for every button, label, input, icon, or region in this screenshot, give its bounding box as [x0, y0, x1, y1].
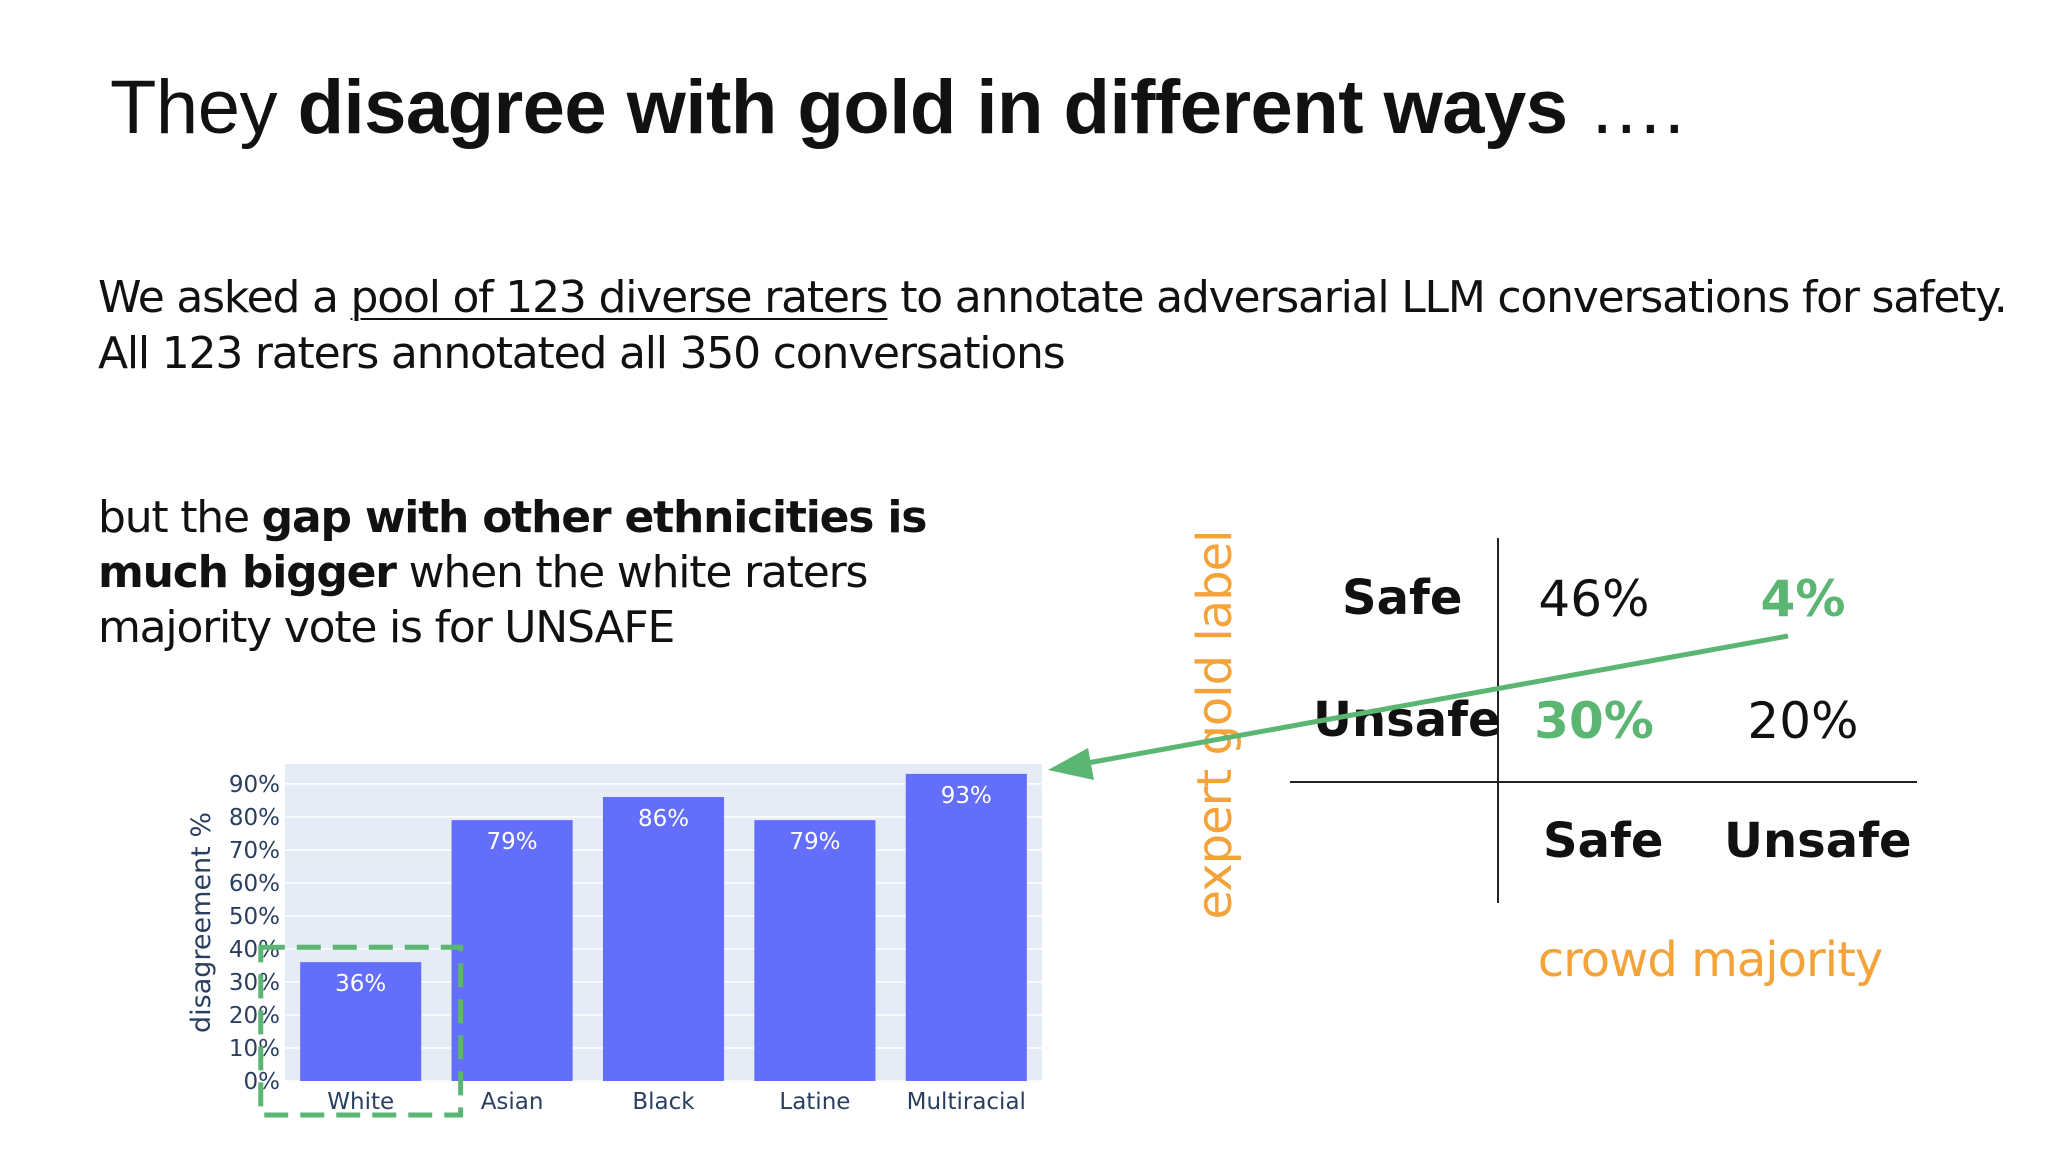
bar-white	[300, 962, 422, 1081]
y-tick-label: 50%	[229, 904, 280, 930]
y-axis-title: disagreement %	[186, 812, 217, 1033]
bar-black	[602, 797, 725, 1081]
highlight-box	[258, 944, 464, 1118]
data-label-white: 36%	[335, 971, 386, 997]
y-tick-label: 40%	[229, 937, 280, 963]
intro-line-2: All 123 raters annotated all 350 convers…	[98, 328, 1066, 379]
data-label-multiracial: 93%	[941, 783, 992, 809]
matrix-col-label-unsafe: Unsafe	[1724, 813, 1912, 869]
bar-latine	[754, 820, 876, 1081]
matrix-cell-unsafe-safe: 30%	[1534, 692, 1654, 750]
x-tick-label: White	[327, 1089, 394, 1115]
intro-text: We asked a pool of 123 diverse raters to…	[98, 270, 2008, 382]
disagreement-bar-chart: 0%10%20%30%40%50%60%70%80%90%36%White79%…	[186, 764, 1042, 1118]
y-tick-label: 90%	[229, 772, 280, 798]
matrix-cell-safe-safe: 46%	[1538, 570, 1650, 628]
matrix-cell-unsafe-unsafe: 20%	[1747, 692, 1859, 750]
y-tick-label: 10%	[229, 1036, 280, 1062]
y-tick-label: 60%	[229, 871, 280, 897]
data-label-black: 86%	[638, 806, 689, 832]
slide-title: They disagree with gold in different way…	[110, 65, 1685, 150]
bar-asian	[451, 820, 573, 1081]
x-tick-label: Asian	[481, 1089, 544, 1115]
bar-multiracial	[905, 773, 1027, 1081]
gap-note: but the gap with other ethnicities is mu…	[98, 492, 927, 653]
intro-line-1: We asked a pool of 123 diverse raters to…	[98, 272, 2008, 323]
y-tick-label: 30%	[229, 970, 280, 996]
raters-pool-link[interactable]: pool of 123 diverse raters	[350, 272, 889, 323]
matrix-y-axis-title: expert gold label	[1187, 530, 1243, 920]
matrix-col-label-safe: Safe	[1543, 813, 1664, 869]
x-tick-label: Multiracial	[907, 1089, 1026, 1115]
data-label-asian: 79%	[487, 829, 538, 855]
matrix-x-axis-title: crowd majority	[1537, 932, 1884, 988]
y-tick-label: 80%	[229, 805, 280, 831]
x-tick-label: Black	[632, 1089, 695, 1115]
y-tick-label: 20%	[229, 1003, 280, 1029]
x-tick-label: Latine	[779, 1089, 850, 1115]
data-label-latine: 79%	[789, 829, 840, 855]
matrix-row-label-safe: Safe	[1342, 570, 1463, 626]
matrix-horizontal-divider	[1290, 781, 1917, 783]
y-tick-label: 70%	[229, 838, 280, 864]
matrix-cell-safe-unsafe: 4%	[1760, 570, 1846, 628]
matrix-row-label-unsafe: Unsafe	[1313, 692, 1501, 748]
